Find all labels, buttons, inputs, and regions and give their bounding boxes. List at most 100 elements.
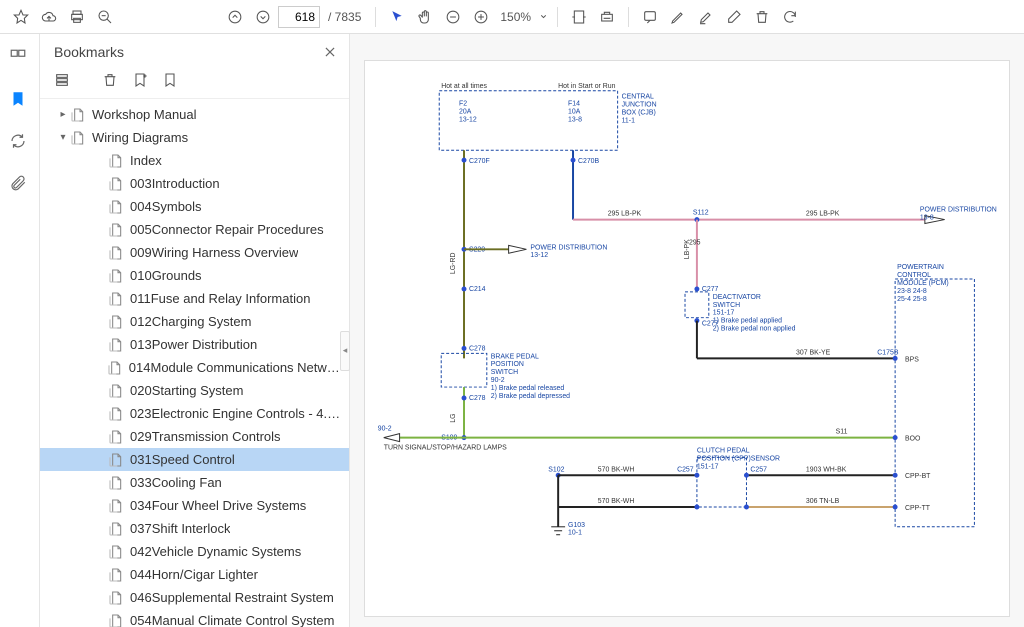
tree-item-child[interactable]: 014Module Communications Network: [40, 356, 349, 379]
bookmark-label: 003Introduction: [130, 176, 220, 191]
svg-text:POWER DISTRIBUTION13-12: POWER DISTRIBUTION13-12: [530, 244, 607, 259]
thumbnails-icon[interactable]: [9, 48, 31, 70]
typewriter-icon[interactable]: [594, 4, 620, 30]
bookmark-label: 009Wiring Harness Overview: [130, 245, 298, 260]
pencil-icon[interactable]: [665, 4, 691, 30]
svg-text:C270B: C270B: [578, 158, 600, 165]
svg-text:BRAKE PEDALPOSITIONSWITCH90-21: BRAKE PEDALPOSITIONSWITCH90-21) Brake pe…: [491, 353, 570, 400]
note-icon[interactable]: [637, 4, 663, 30]
page-number-input[interactable]: [278, 6, 320, 28]
undo-icon[interactable]: [777, 4, 803, 30]
print-icon[interactable]: [64, 4, 90, 30]
tree-item-child[interactable]: 011Fuse and Relay Information: [40, 287, 349, 310]
ribbon-bookmark-icon[interactable]: [162, 72, 180, 90]
bookmark-label: 011Fuse and Relay Information: [130, 291, 310, 306]
tree-item-child[interactable]: 023Electronic Engine Controls - 4.6L: [40, 402, 349, 425]
svg-text:C257: C257: [677, 466, 694, 473]
tree-item-child[interactable]: 004Symbols: [40, 195, 349, 218]
bookmark-label: 054Manual Climate Control System: [130, 613, 334, 627]
svg-text:F220A13-12: F220A13-12: [459, 101, 477, 124]
tree-item-child[interactable]: 020Starting System: [40, 379, 349, 402]
tree-item-child[interactable]: 005Connector Repair Procedures: [40, 218, 349, 241]
tree-item-child[interactable]: 054Manual Climate Control System: [40, 609, 349, 627]
svg-text:C214: C214: [469, 286, 486, 293]
hand-icon[interactable]: [412, 4, 438, 30]
svg-text:CPP-TT: CPP-TT: [905, 505, 931, 512]
tree-item-child[interactable]: 034Four Wheel Drive Systems: [40, 494, 349, 517]
bookmark-label: 031Speed Control: [130, 452, 235, 467]
tree-item-child[interactable]: 009Wiring Harness Overview: [40, 241, 349, 264]
svg-text:F1410A13-8: F1410A13-8: [568, 101, 582, 124]
svg-text:C278: C278: [469, 395, 486, 402]
svg-text:570 BK-WH: 570 BK-WH: [598, 466, 635, 473]
tree-item-child[interactable]: 031Speed Control: [40, 448, 349, 471]
left-rail: [0, 34, 40, 627]
tree-item-workshop-manual[interactable]: ▸Workshop Manual: [40, 103, 349, 126]
bookmarks-pane: Bookmarks ▸Workshop Manual▾Wiring Diagra…: [40, 34, 350, 627]
bookmark-label: 012Charging System: [130, 314, 251, 329]
close-icon[interactable]: [323, 45, 337, 59]
document-viewport[interactable]: Hot at all times Hot in Start or Run CEN…: [350, 34, 1024, 627]
svg-text:POWERTRAINCONTROLMODULE (PCM)2: POWERTRAINCONTROLMODULE (PCM)23-8 24-825…: [897, 264, 949, 303]
svg-text:LG-RD: LG-RD: [450, 253, 457, 275]
trash-icon[interactable]: [749, 4, 775, 30]
bookmarks-icon[interactable]: [9, 90, 31, 112]
zoom-plus-icon[interactable]: [468, 4, 494, 30]
tree-item-child[interactable]: Index: [40, 149, 349, 172]
eraser-icon[interactable]: [721, 4, 747, 30]
fit-width-icon[interactable]: [566, 4, 592, 30]
tree-item-child[interactable]: 003Introduction: [40, 172, 349, 195]
separator: [557, 7, 558, 27]
svg-text:295: 295: [689, 239, 701, 246]
sync-icon[interactable]: [9, 132, 31, 154]
svg-text:CLUTCH PEDALPOSITION (CPP)SENS: CLUTCH PEDALPOSITION (CPP)SENSOR151-17: [697, 447, 780, 470]
cloud-upload-icon[interactable]: [36, 4, 62, 30]
svg-text:S102: S102: [548, 466, 564, 473]
tree-item-child[interactable]: 044Horn/Cigar Lighter: [40, 563, 349, 586]
tree-item-child[interactable]: 012Charging System: [40, 310, 349, 333]
bookmark-label: 034Four Wheel Drive Systems: [130, 498, 306, 513]
svg-text:G10310-1: G10310-1: [568, 522, 585, 537]
star-icon[interactable]: [8, 4, 34, 30]
tree-item-child[interactable]: 042Vehicle Dynamic Systems: [40, 540, 349, 563]
collapse-handle[interactable]: ◂: [340, 331, 350, 371]
chevron-down-icon[interactable]: [537, 4, 549, 30]
svg-text:POWER DISTRIBUTION13-8: POWER DISTRIBUTION13-8: [920, 207, 997, 222]
delete-bookmark-icon[interactable]: [102, 72, 120, 90]
add-bookmark-icon[interactable]: [132, 72, 150, 90]
zoom-out-icon[interactable]: [92, 4, 118, 30]
bookmark-label: Index: [130, 153, 162, 168]
svg-text:570 BK-WH: 570 BK-WH: [598, 498, 635, 505]
svg-text:1903 WH-BK: 1903 WH-BK: [806, 466, 847, 473]
zoom-level[interactable]: 150%: [500, 10, 531, 24]
bookmark-label: 023Electronic Engine Controls - 4.6L: [130, 406, 341, 421]
separator: [375, 7, 376, 27]
pane-tools: [40, 68, 349, 99]
page-down-icon[interactable]: [250, 4, 276, 30]
tree-item-child[interactable]: 046Supplemental Restraint System: [40, 586, 349, 609]
wiring-diagram: Hot at all times Hot in Start or Run CEN…: [365, 61, 1009, 616]
pointer-icon[interactable]: [384, 4, 410, 30]
svg-text:DEACTIVATORSWITCH151-171) Brak: DEACTIVATORSWITCH151-171) Brake pedal ap…: [713, 294, 796, 333]
tree-item-child[interactable]: 033Cooling Fan: [40, 471, 349, 494]
chevron-icon: ▸: [56, 109, 70, 120]
tree-item-child[interactable]: 013Power Distribution: [40, 333, 349, 356]
svg-text:TURN SIGNAL/STOP/HAZARD LAMPS: TURN SIGNAL/STOP/HAZARD LAMPS: [384, 445, 507, 452]
bookmark-label: 037Shift Interlock: [130, 521, 230, 536]
page-up-icon[interactable]: [222, 4, 248, 30]
highlight-icon[interactable]: [693, 4, 719, 30]
svg-text:C278: C278: [469, 345, 486, 352]
svg-text:C270F: C270F: [469, 158, 490, 165]
attachment-icon[interactable]: [9, 174, 31, 196]
zoom-minus-icon[interactable]: [440, 4, 466, 30]
expand-all-icon[interactable]: [54, 72, 72, 90]
pane-title: Bookmarks: [54, 44, 124, 60]
tree-item-wiring-diagrams[interactable]: ▾Wiring Diagrams: [40, 126, 349, 149]
bookmark-tree[interactable]: ▸Workshop Manual▾Wiring Diagrams Index 003…: [40, 99, 349, 627]
tree-item-child[interactable]: 037Shift Interlock: [40, 517, 349, 540]
tree-item-child[interactable]: 010Grounds: [40, 264, 349, 287]
svg-text:295 LB-PK: 295 LB-PK: [806, 211, 840, 218]
svg-text:C257: C257: [750, 466, 767, 473]
tree-item-child[interactable]: 029Transmission Controls: [40, 425, 349, 448]
svg-text:LG: LG: [450, 414, 457, 423]
